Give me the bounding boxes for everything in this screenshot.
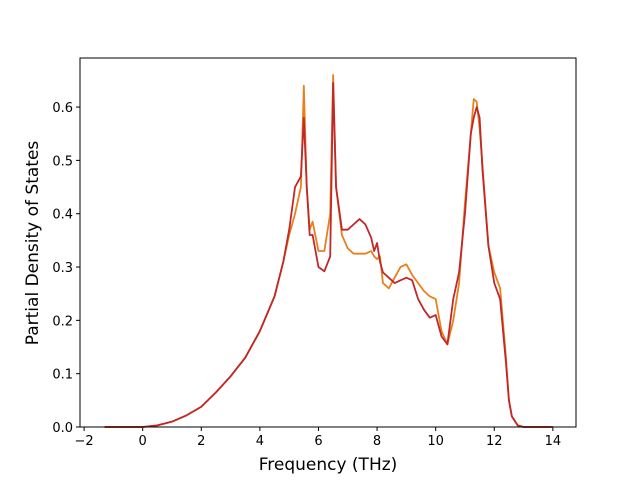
y-tick-label: 0.2	[52, 314, 73, 329]
y-tick-label: 0.6	[52, 101, 73, 116]
x-tick-label: 6	[314, 434, 322, 449]
y-tick-label: 0.3	[52, 261, 73, 276]
y-tick-label: 0.4	[52, 208, 73, 223]
x-tick-label: 10	[427, 434, 444, 449]
y-tick-label: 0.1	[52, 368, 73, 383]
y-tick-label: 0.0	[52, 421, 73, 436]
x-tick-label: −2	[75, 434, 94, 449]
y-axis-label: Partial Density of States	[23, 141, 43, 346]
y-tick-label: 0.5	[52, 154, 73, 169]
x-axis-label: Frequency (THz)	[259, 455, 398, 475]
x-tick-label: 4	[256, 434, 264, 449]
x-tick-label: 12	[486, 434, 503, 449]
x-tick-label: 8	[373, 434, 381, 449]
x-tick-label: 2	[197, 434, 205, 449]
x-tick-label: 0	[139, 434, 147, 449]
x-tick-label: 14	[545, 434, 562, 449]
series-line	[104, 74, 553, 428]
plot-frame	[79, 57, 577, 428]
series-line	[104, 82, 553, 428]
